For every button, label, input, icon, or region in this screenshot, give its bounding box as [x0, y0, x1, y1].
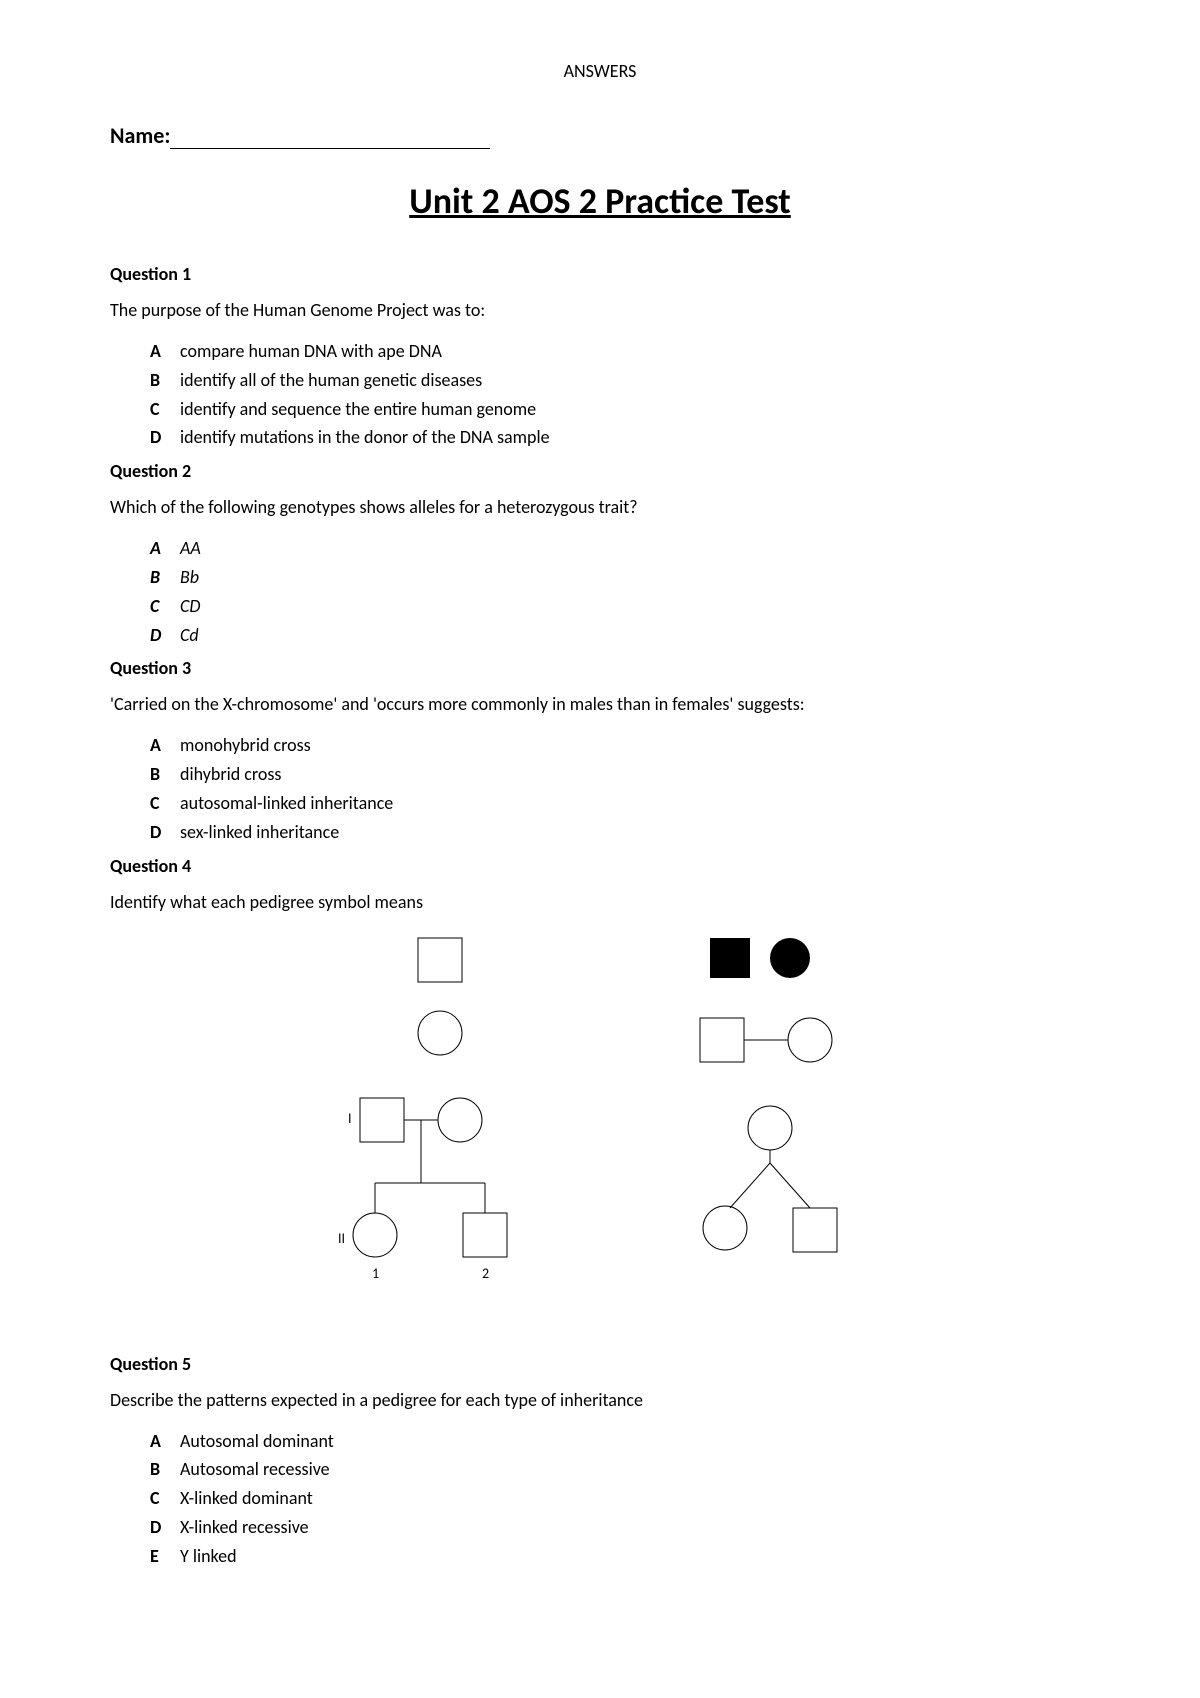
- question-4-text: Identify what each pedigree symbol means: [110, 891, 1090, 913]
- twin-1-female-icon: [703, 1206, 747, 1250]
- pedigree-right-column: [670, 933, 870, 1313]
- gen-1-label: I: [348, 1110, 352, 1127]
- pedigree-diagram-container: I II 1 2: [110, 933, 1090, 1313]
- q2-option-a: AAA: [150, 534, 1090, 563]
- child-1-female-icon: [353, 1213, 397, 1257]
- q5-option-e: EY linked: [150, 1542, 1090, 1571]
- question-2-options: AAA BBb CCD DCd: [150, 534, 1090, 649]
- mating-male-icon: [700, 1018, 744, 1062]
- twin-right-line: [770, 1163, 810, 1208]
- question-1-options: Acompare human DNA with ape DNA Bidentif…: [150, 337, 1090, 452]
- question-1-label: Question 1: [110, 263, 1090, 285]
- page-title: Unit 2 AOS 2 Practice Test: [110, 179, 1090, 223]
- q3-option-a: Amonohybrid cross: [150, 731, 1090, 760]
- name-row: Name:: [110, 122, 1090, 149]
- question-5-options: AAutosomal dominant BAutosomal recessive…: [150, 1427, 1090, 1571]
- child-2-number: 2: [482, 1265, 489, 1282]
- affected-female-icon: [770, 938, 810, 978]
- q5-option-c: CX-linked dominant: [150, 1484, 1090, 1513]
- q5-option-a: AAutosomal dominant: [150, 1427, 1090, 1456]
- twin-left-line: [730, 1163, 770, 1208]
- pedigree-left-column: I II 1 2: [330, 933, 550, 1313]
- question-3-text: 'Carried on the X-chromosome' and 'occur…: [110, 693, 1090, 715]
- page-header: ANSWERS: [110, 60, 1090, 82]
- q5-option-d: DX-linked recessive: [150, 1513, 1090, 1542]
- question-5-text: Describe the patterns expected in a pedi…: [110, 1389, 1090, 1411]
- unaffected-male-icon: [418, 938, 462, 982]
- unaffected-female-icon: [418, 1011, 462, 1055]
- twin-2-male-icon: [793, 1208, 837, 1252]
- pedigree-mother-icon: [438, 1098, 482, 1142]
- affected-male-icon: [710, 938, 750, 978]
- name-label: Name:: [110, 122, 170, 149]
- gen-2-label: II: [338, 1230, 345, 1247]
- question-3-options: Amonohybrid cross Bdihybrid cross Cautos…: [150, 731, 1090, 846]
- child-2-male-icon: [463, 1213, 507, 1257]
- child-1-number: 1: [372, 1265, 379, 1282]
- q1-option-a: Acompare human DNA with ape DNA: [150, 337, 1090, 366]
- name-blank-line[interactable]: [170, 148, 490, 149]
- q2-option-b: BBb: [150, 563, 1090, 592]
- q3-option-b: Bdihybrid cross: [150, 760, 1090, 789]
- q3-option-c: Cautosomal-linked inheritance: [150, 789, 1090, 818]
- q2-option-d: DCd: [150, 621, 1090, 650]
- q2-option-c: CCD: [150, 592, 1090, 621]
- pedigree-left-svg: I II 1 2: [330, 933, 550, 1313]
- q1-option-c: Cidentify and sequence the entire human …: [150, 395, 1090, 424]
- question-3-label: Question 3: [110, 657, 1090, 679]
- question-1-text: The purpose of the Human Genome Project …: [110, 299, 1090, 321]
- q1-option-d: Didentify mutations in the donor of the …: [150, 423, 1090, 452]
- pedigree-father-icon: [360, 1098, 404, 1142]
- q1-option-b: Bidentify all of the human genetic disea…: [150, 366, 1090, 395]
- twin-parent-icon: [748, 1106, 792, 1150]
- question-4-label: Question 4: [110, 855, 1090, 877]
- question-2-text: Which of the following genotypes shows a…: [110, 496, 1090, 518]
- q3-option-d: Dsex-linked inheritance: [150, 818, 1090, 847]
- mating-female-icon: [788, 1018, 832, 1062]
- pedigree-right-svg: [670, 933, 870, 1313]
- question-5-label: Question 5: [110, 1353, 1090, 1375]
- question-2-label: Question 2: [110, 460, 1090, 482]
- q5-option-b: BAutosomal recessive: [150, 1455, 1090, 1484]
